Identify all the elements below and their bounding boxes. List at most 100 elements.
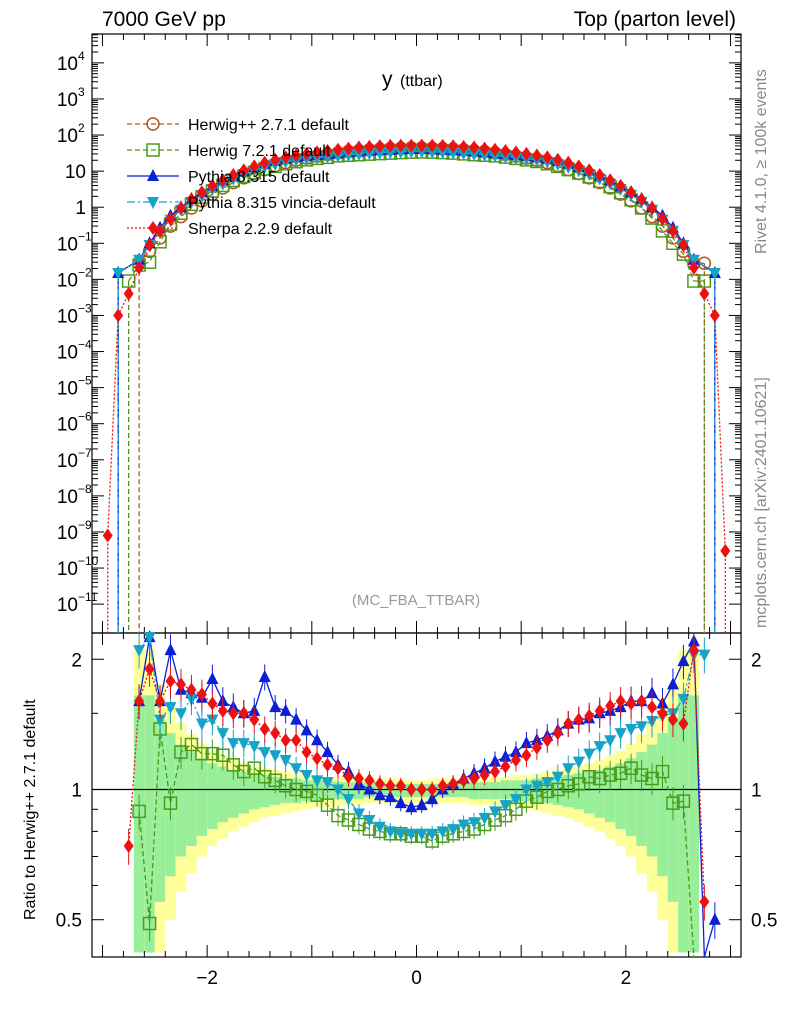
main-data-point [457, 148, 470, 161]
ratio-data-point [341, 813, 356, 827]
ratio-band-green [604, 766, 616, 823]
ratio-data-point [257, 770, 272, 784]
main-y-tick-label: 10 [57, 234, 78, 255]
ratio-data-point [384, 790, 397, 803]
ratio-data-point [593, 741, 606, 754]
ratio-data-point [279, 754, 292, 767]
ratio-data-point [353, 771, 364, 786]
main-data-point [687, 254, 700, 267]
ratio-data-point [677, 654, 690, 667]
ratio-data-point [237, 764, 251, 779]
ratio-data-point [280, 733, 291, 748]
ratio-data-point [458, 773, 469, 788]
ratio-data-point [207, 696, 218, 711]
ratio-data-point [530, 780, 543, 793]
ratio-data-point [698, 649, 711, 662]
main-y-tick-label: 10 [57, 415, 78, 436]
main-data-point [353, 140, 364, 155]
main-data-point [175, 201, 186, 216]
ratio-data-point [500, 759, 511, 774]
main-data-point [657, 211, 668, 226]
ratio-data-point [300, 723, 313, 736]
ratio-data-point [364, 773, 375, 788]
main-data-point [521, 146, 532, 161]
ratio-data-point [164, 702, 177, 715]
ratio-data-point [321, 777, 334, 790]
ratio-data-point [247, 761, 261, 775]
main-data-point [626, 185, 637, 200]
main-data-point [270, 152, 281, 167]
ratio-data-point [175, 677, 186, 692]
main-data-point [280, 150, 291, 165]
main-y-tick-label: 10 [65, 162, 86, 183]
ratio-data-point [174, 708, 187, 721]
ratio-data-point [206, 714, 219, 727]
main-data-point [448, 139, 459, 154]
main-data-point [102, 528, 113, 543]
ratio-band-green [688, 695, 700, 953]
main-data-point [447, 147, 460, 160]
main-data-point [363, 148, 376, 161]
legend-marker [148, 221, 158, 235]
main-data-point [395, 138, 406, 153]
main-data-point [563, 155, 574, 170]
ratio-data-point [228, 706, 239, 721]
ratio-data-point [469, 771, 480, 786]
main-data-point [500, 144, 511, 159]
main-data-point [427, 138, 438, 153]
main-data-point [678, 237, 689, 252]
main-data-point [479, 141, 490, 156]
ratio-data-point [406, 782, 417, 797]
ratio-data-point [237, 738, 250, 751]
main-data-point [531, 148, 542, 163]
ratio-data-point [143, 632, 156, 645]
legend-marker [146, 117, 160, 131]
ratio-band-green [636, 752, 647, 847]
ratio-data-point [217, 703, 228, 718]
ratio-data-point [541, 777, 554, 790]
ratio-data-point [603, 768, 617, 782]
ratio-data-point [510, 752, 521, 767]
ratio-data-point [123, 839, 134, 854]
ratio-data-point [667, 712, 678, 727]
main-y-tick-exponent: −11 [78, 590, 98, 604]
ratio-data-point [551, 771, 564, 784]
ratio-data-point [699, 894, 710, 909]
main-data-point [331, 150, 344, 163]
ratio-series-line [138, 728, 695, 958]
ratio-data-point [614, 728, 627, 741]
ratio-data-point [290, 763, 303, 776]
x-tick-label: −2 [196, 968, 218, 989]
main-y-tick-label: 10 [57, 270, 78, 291]
main-data-point [416, 138, 427, 153]
ratio-band-green [238, 771, 250, 814]
main-data-point [144, 237, 155, 252]
main-data-point [352, 149, 365, 162]
ratio-y-tick-label: 0.5 [56, 911, 82, 932]
main-data-point [343, 141, 354, 156]
main-y-tick-label: 10 [57, 126, 78, 147]
ratio-data-point [688, 643, 699, 658]
main-data-point [436, 147, 449, 160]
ratio-data-point [258, 747, 271, 760]
main-y-tick-exponent: 2 [78, 121, 85, 135]
main-data-point [510, 145, 521, 160]
ratio-data-point [342, 794, 355, 807]
ratio-data-point [605, 698, 616, 713]
ratio-data-point [269, 700, 282, 713]
ratio-data-point [278, 779, 293, 793]
ratio-data-point [448, 776, 459, 791]
main-y-tick-exponent: −5 [78, 374, 92, 388]
ratio-y-tick-label-right: 1 [751, 780, 762, 801]
main-data-point [605, 173, 616, 188]
ratio-data-point [343, 769, 354, 784]
ratio-data-point [144, 661, 155, 676]
ratio-data-point [270, 726, 281, 741]
ratio-data-point [563, 716, 574, 731]
main-y-tick-label: 10 [57, 559, 78, 580]
ratio-data-point [634, 768, 649, 782]
ratio-data-point [312, 751, 323, 766]
main-y-tick-exponent: −2 [78, 265, 92, 279]
ratio-band-green [249, 773, 260, 810]
